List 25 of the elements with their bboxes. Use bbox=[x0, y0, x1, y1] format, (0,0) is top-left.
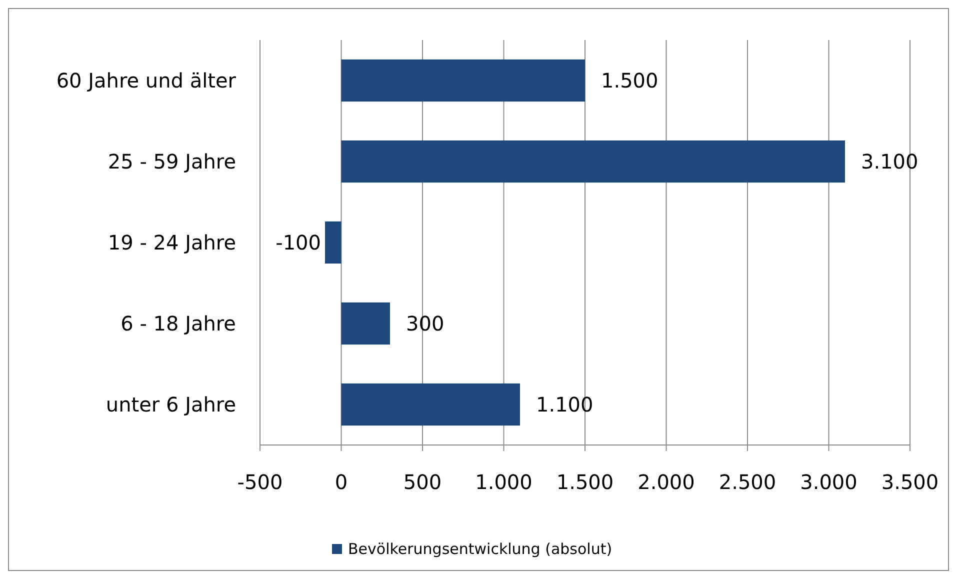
data-label: 1.500 bbox=[601, 68, 658, 92]
bar bbox=[341, 302, 390, 345]
x-tick-label: 1.500 bbox=[556, 470, 614, 494]
bar bbox=[341, 59, 585, 102]
x-tick-label: 500 bbox=[403, 470, 442, 494]
x-tick-label: -500 bbox=[237, 470, 283, 494]
data-label: 3.100 bbox=[861, 150, 918, 174]
y-tick-label: unter 6 Jahre bbox=[106, 392, 236, 416]
data-label: 300 bbox=[406, 312, 444, 336]
data-label: -100 bbox=[276, 230, 321, 254]
bar bbox=[341, 140, 845, 183]
bar bbox=[325, 221, 342, 264]
y-tick-label: 6 - 18 Jahre bbox=[120, 312, 236, 336]
x-tick-label: 3.000 bbox=[800, 470, 858, 494]
x-tick-label: 3.500 bbox=[881, 470, 939, 494]
x-tick-label: 2.000 bbox=[638, 470, 695, 494]
legend-label: Bevölkerungsentwicklung (absolut) bbox=[348, 540, 612, 558]
y-tick-label: 60 Jahre und älter bbox=[56, 68, 237, 92]
x-tick-label: 0 bbox=[334, 470, 348, 494]
y-tick-label: 25 - 59 Jahre bbox=[108, 150, 236, 174]
x-tick-label: 1.000 bbox=[475, 470, 532, 494]
x-tick-label: 2.500 bbox=[718, 470, 776, 494]
y-tick-label: 19 - 24 Jahre bbox=[108, 230, 236, 254]
data-label: 1.100 bbox=[536, 392, 594, 416]
bar bbox=[341, 383, 520, 426]
